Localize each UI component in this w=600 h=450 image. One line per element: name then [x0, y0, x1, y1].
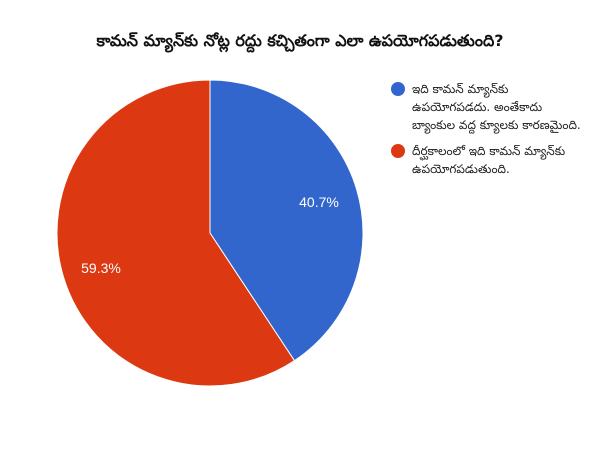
legend-label: దీర్ఘకాలంలో ఇది కామన్ మ్యాన్‌కు ఉపయోగపడు…	[412, 144, 566, 176]
legend-dot-red-icon	[391, 144, 405, 158]
legend-item-useful-long-term[interactable]: దీర్ఘకాలంలో ఇది కామన్ మ్యాన్‌కు ఉపయోగపడు…	[390, 142, 590, 178]
legend: ఇది కామన్ మ్యాన్‌కు ఉపయోగపడదు. అంతేకాదు …	[390, 80, 590, 186]
legend-item-not-useful[interactable]: ఇది కామన్ మ్యాన్‌కు ఉపయోగపడదు. అంతేకాదు …	[390, 80, 590, 134]
slice-label-not-useful: 40.7%	[299, 194, 339, 210]
legend-label: ఇది కామన్ మ్యాన్‌కు ఉపయోగపడదు. అంతేకాదు …	[412, 82, 581, 132]
legend-dot-blue-icon	[391, 82, 405, 96]
chart-title: కామన్ మ్యాన్‌కు నోట్ల రద్దు కచ్చితంగా ఎల…	[96, 31, 504, 50]
slice-label-useful-long-term: 59.3%	[81, 260, 121, 276]
pie-slice-useful-long-term[interactable]	[56, 79, 296, 387]
